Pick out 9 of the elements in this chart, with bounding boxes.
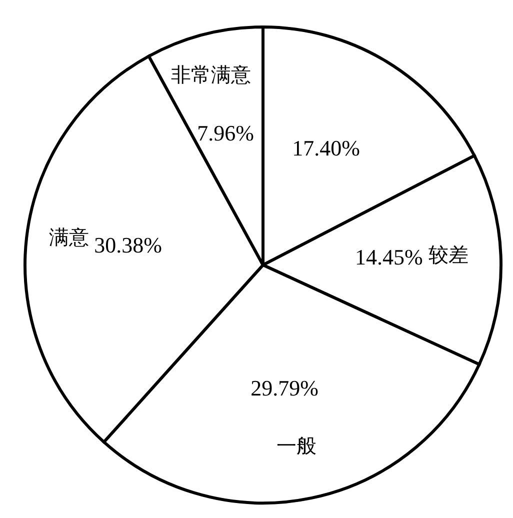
- slice-label: 一般: [276, 435, 317, 458]
- slice-label: 满意: [48, 226, 89, 249]
- slice-label: 非常满意: [170, 64, 251, 87]
- data-label: 14.45%: [354, 244, 423, 270]
- data-label: 30.38%: [94, 232, 162, 258]
- data-label: 7.96%: [197, 120, 254, 146]
- slice-label: 较差: [428, 244, 468, 267]
- data-label: 17.40%: [292, 136, 360, 161]
- data-label: 29.79%: [250, 376, 318, 401]
